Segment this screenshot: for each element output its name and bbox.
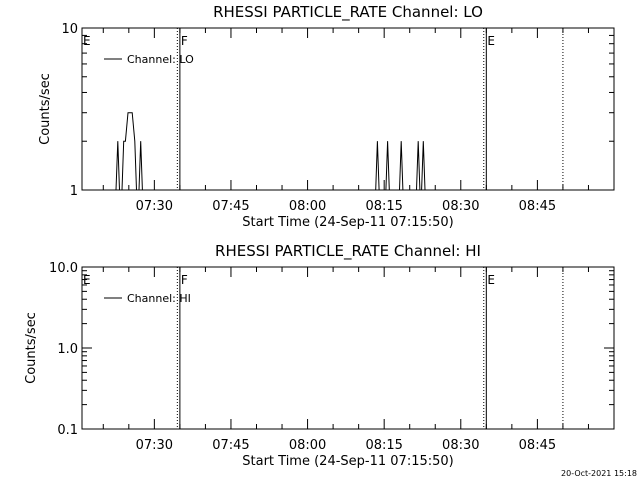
y-tick-label: 10	[61, 22, 78, 37]
x-tick-label: 08:15	[365, 199, 402, 214]
y-tick-label: 10.0	[49, 261, 78, 276]
y-tick-label: 0.1	[57, 423, 78, 438]
y-tick-label: 1	[70, 184, 78, 199]
x-tick-label: 07:45	[212, 438, 249, 453]
event-marker: E	[487, 273, 495, 287]
series-line	[115, 112, 426, 191]
x-tick-label: 08:30	[442, 199, 479, 214]
x-tick-label: 08:00	[289, 438, 326, 453]
x-tick-label: 08:00	[289, 199, 326, 214]
y-tick-label: 1.0	[57, 342, 78, 357]
x-tick-label: 08:30	[442, 438, 479, 453]
x-axis-label: Start Time (24-Sep-11 07:15:50)	[242, 454, 453, 469]
x-tick-label: 07:30	[136, 438, 173, 453]
x-tick-label: 08:45	[519, 199, 556, 214]
x-tick-label: 08:45	[519, 438, 556, 453]
x-tick-label: 07:30	[136, 199, 173, 214]
x-axis-label: Start Time (24-Sep-11 07:15:50)	[242, 215, 453, 230]
legend-label: Channel: LO	[127, 53, 194, 66]
event-marker: F	[181, 273, 188, 287]
x-tick-label: 08:15	[365, 438, 402, 453]
event-marker: E	[83, 34, 91, 48]
chart-title: RHESSI PARTICLE_RATE Channel: LO	[213, 3, 483, 22]
x-tick-label: 07:45	[212, 199, 249, 214]
event-marker: F	[181, 34, 188, 48]
y-axis-label: Counts/sec	[24, 312, 39, 384]
y-axis-label: Counts/sec	[38, 73, 53, 145]
legend-label: Channel: HI	[127, 292, 191, 305]
event-marker: E	[83, 273, 91, 287]
chart-title: RHESSI PARTICLE_RATE Channel: HI	[215, 242, 481, 261]
timestamp-label: 20-Oct-2021 15:18	[561, 469, 637, 478]
event-marker: E	[487, 34, 495, 48]
